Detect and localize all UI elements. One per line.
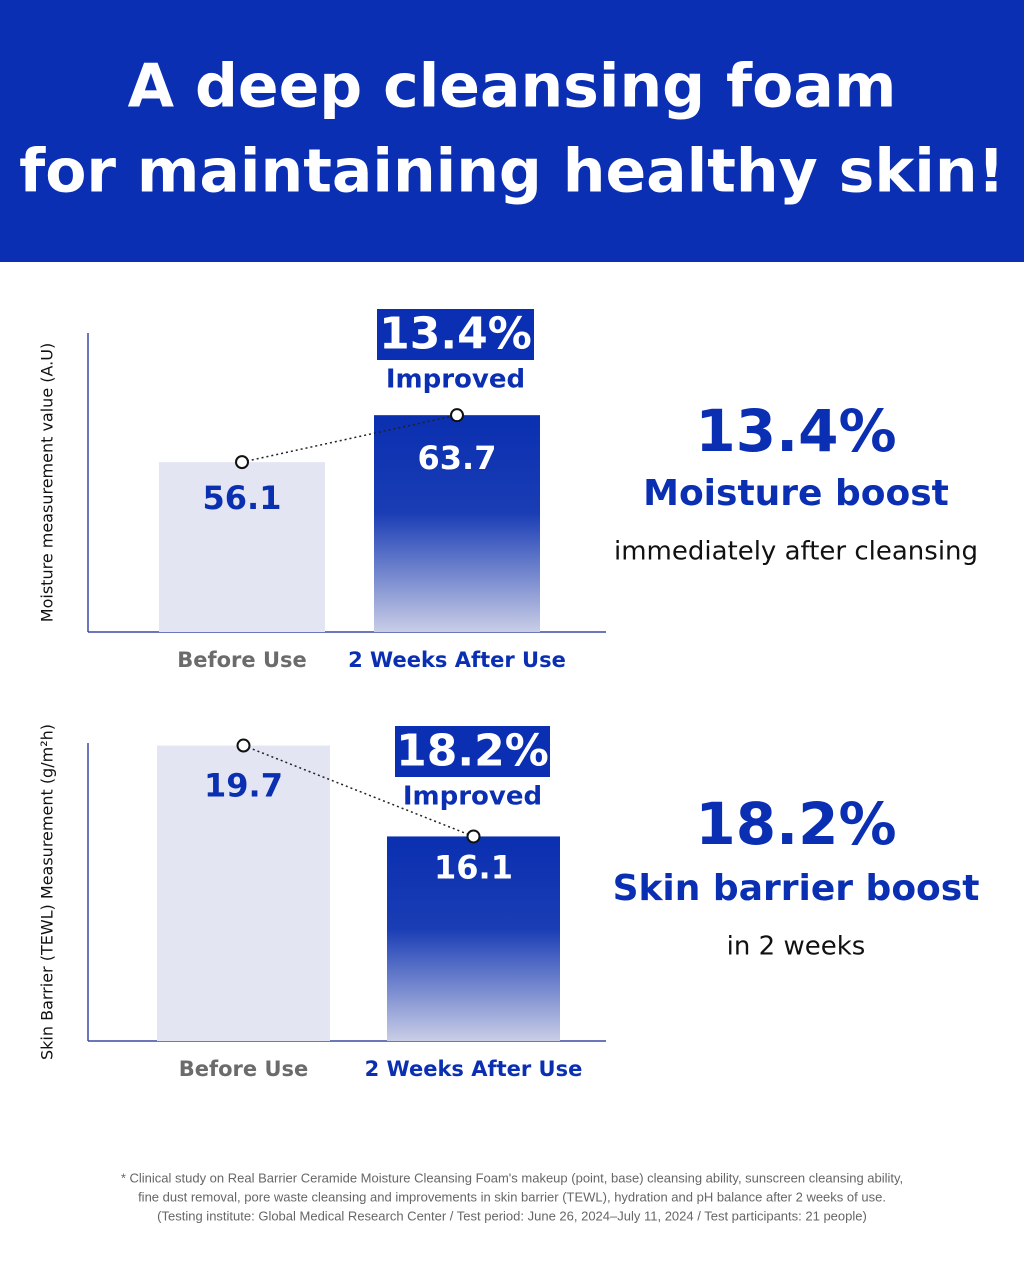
marker (235, 455, 249, 470)
bar (159, 462, 325, 632)
highlight-title: Moisture boost (643, 473, 949, 514)
title-line: for maintaining healthy skin! (19, 137, 1005, 207)
trend-line (241, 414, 458, 463)
value-label: 63.7 (418, 439, 497, 477)
footnote: fine dust removal, pore waste cleansing … (138, 1189, 886, 1204)
bar (387, 836, 560, 1041)
annotation-label: Improved (386, 365, 525, 395)
category-label: 2 Weeks After Use (348, 648, 566, 672)
bar (157, 745, 330, 1041)
marker (236, 738, 251, 753)
highlight-title: Skin barrier boost (613, 868, 980, 909)
marker (450, 408, 464, 423)
annotation-label: Improved (403, 782, 542, 812)
title-line: A deep cleansing foam (128, 52, 897, 122)
value-label: 19.7 (204, 767, 283, 805)
highlight-value: 18.2% (695, 790, 896, 858)
annotation-badge (395, 726, 550, 777)
highlight-subtitle: in 2 weeks (727, 932, 866, 962)
category-label: Before Use (179, 1057, 309, 1081)
annotation: 18.2% (396, 726, 549, 777)
value-label: 56.1 (203, 479, 282, 517)
trend-line (243, 744, 474, 838)
category-label: 2 Weeks After Use (365, 1057, 583, 1081)
y-axis-label: Skin Barrier (TEWL) Measurement (g/m²h) (38, 724, 57, 1060)
highlight-subtitle: immediately after cleansing (614, 537, 978, 567)
highlight-value: 13.4% (695, 397, 896, 465)
value-label: 16.1 (434, 848, 513, 886)
annotation-badge (377, 309, 534, 360)
bar (374, 415, 540, 632)
annotation: 13.4% (379, 309, 532, 360)
y-axis-label: Moisture measurement value (A.U) (38, 343, 57, 622)
footnote: (Testing institute: Global Medical Resea… (157, 1208, 867, 1223)
category-label: Before Use (177, 648, 307, 672)
marker (466, 829, 481, 844)
header-band (0, 0, 1024, 262)
footnote: * Clinical study on Real Barrier Ceramid… (121, 1170, 903, 1185)
